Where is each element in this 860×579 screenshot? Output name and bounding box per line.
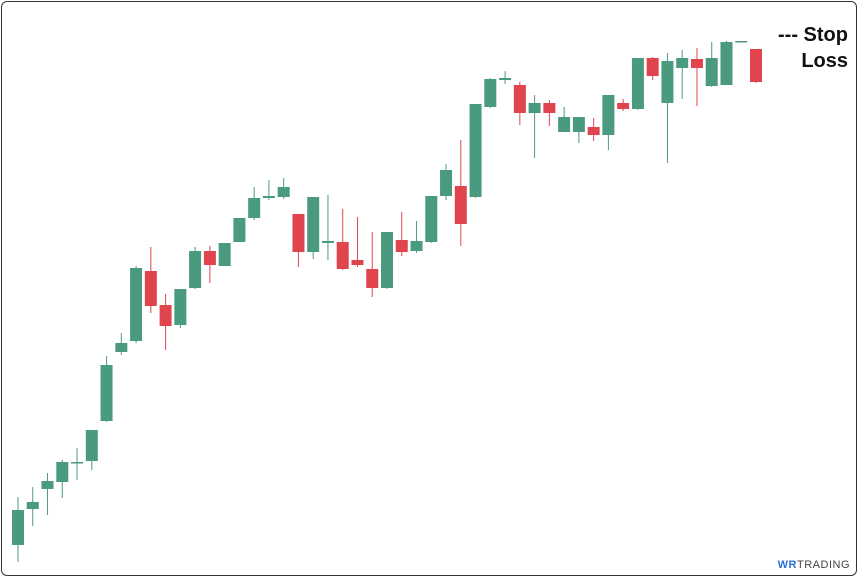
candle-body	[631, 58, 644, 109]
candle-body	[528, 103, 541, 113]
candle-body	[189, 251, 202, 288]
candle-body	[469, 104, 482, 197]
candle-body	[661, 61, 674, 103]
candle-body	[144, 271, 157, 306]
candle-body	[440, 170, 453, 196]
candle-body	[395, 240, 408, 252]
candle-body	[100, 365, 113, 421]
candle-body	[130, 268, 143, 341]
candle-body	[617, 103, 630, 109]
candle-body	[484, 79, 497, 107]
candle-body	[513, 85, 526, 113]
candle-body	[676, 58, 689, 68]
candle-body	[307, 197, 320, 252]
logo: WRTRADING	[778, 559, 850, 571]
candle-body	[366, 269, 379, 288]
candle-body	[381, 232, 393, 288]
candle-body	[85, 430, 98, 461]
candle-body	[26, 502, 39, 509]
candle-body	[602, 95, 615, 135]
candle-body	[720, 42, 733, 85]
candle-body	[351, 260, 364, 265]
candle-body	[56, 462, 69, 482]
candle-body	[410, 241, 423, 251]
candle-body	[321, 241, 334, 243]
candle-body	[41, 481, 54, 489]
candle-body	[248, 198, 261, 218]
logo-mark: WR	[777, 559, 797, 571]
candle-body	[587, 127, 600, 135]
candle-body	[454, 186, 467, 224]
candle-body	[292, 214, 305, 252]
candle-body	[543, 103, 556, 113]
candle-body	[218, 243, 231, 266]
candle-body	[735, 41, 748, 43]
candle-body	[336, 242, 349, 269]
candle-body	[277, 187, 290, 197]
candle-body	[705, 58, 718, 86]
candle-body	[646, 58, 659, 76]
logo-text: TRADING	[797, 559, 850, 571]
candle-body	[572, 117, 585, 132]
candle-body	[203, 251, 216, 265]
candle-body	[174, 289, 187, 325]
candle-body	[690, 59, 703, 68]
candle-body	[558, 117, 571, 132]
candle-body	[499, 78, 512, 80]
candle-body	[115, 343, 128, 352]
candle-body	[425, 196, 438, 242]
candle-body	[159, 305, 172, 326]
candle-body	[71, 462, 84, 464]
candle-body	[262, 196, 275, 198]
candle-body	[12, 510, 24, 545]
candle-body	[750, 49, 762, 82]
candle-body	[233, 218, 246, 242]
annotation: --- Stop Loss	[778, 24, 848, 72]
